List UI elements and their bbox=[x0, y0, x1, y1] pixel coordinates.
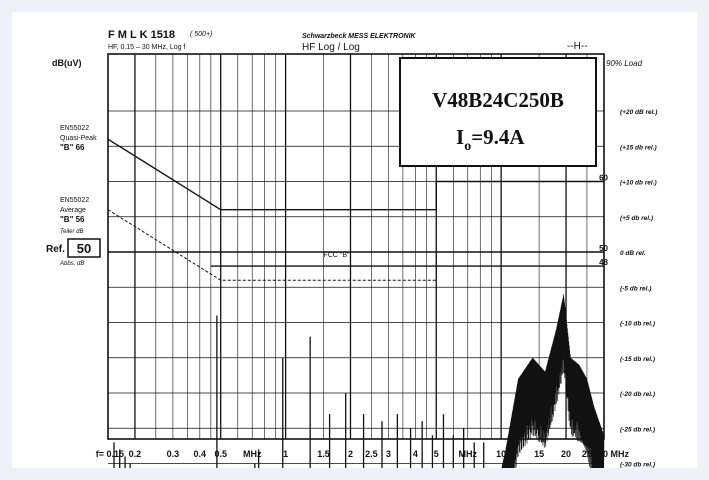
right-rel-label: (+20 dB rel.) bbox=[620, 109, 657, 116]
plot-frame bbox=[107, 53, 605, 440]
ref-top-note: Teiler dB bbox=[60, 229, 83, 235]
current-subscript: o bbox=[464, 139, 471, 154]
range-label: HF, 0.15 – 30 MHz, Log f bbox=[108, 44, 185, 51]
limit-label-1-line: Quasi-Peak bbox=[60, 135, 97, 142]
fcc-label: FCC "B" bbox=[324, 252, 350, 259]
emi-chart: F M L K 1518 ( 500+) HF, 0.15 – 30 MHz, … bbox=[46, 29, 657, 480]
right-axis-labels: (+20 dB rel.) (+15 db rel.) (+10 db rel.) (… bbox=[599, 109, 657, 469]
right-rel-label: (+10 db rel.) bbox=[620, 180, 657, 187]
mode-label: HF Log / Log bbox=[302, 42, 360, 53]
right-rel-label: 0 dB rel. bbox=[620, 250, 646, 257]
x-tick-label: 0.4 bbox=[194, 449, 207, 459]
limit-label-2-line: "B" 56 bbox=[60, 215, 85, 224]
right-rel-label: (-5 db rel.) bbox=[620, 285, 651, 292]
company-label: Schwarzbeck MESS ELEKTRONIK bbox=[302, 33, 417, 40]
limit-label-2-line: EN55022 bbox=[60, 197, 89, 204]
current-value: =9.4A bbox=[471, 125, 525, 149]
right-rel-label: (-20 db rel.) bbox=[620, 391, 655, 398]
x-tick-label: MHz bbox=[459, 449, 478, 459]
y-axis-label: dB(uV) bbox=[52, 58, 82, 68]
x-tick-label: 15 bbox=[534, 449, 544, 459]
right-rel-label: (-30 db rel.) bbox=[620, 462, 655, 469]
x-tick-label: MHz bbox=[243, 449, 262, 459]
x-tick-label: 25 bbox=[582, 449, 592, 459]
x-tick-label: 4 bbox=[413, 449, 418, 459]
scribble-note: 90% Load bbox=[606, 59, 643, 68]
limit-label-1-line: "B" 66 bbox=[60, 143, 85, 152]
x-tick-label: 20 bbox=[561, 449, 571, 459]
current-symbol: I bbox=[456, 125, 464, 149]
x-tick-label: 1.5 bbox=[317, 449, 330, 459]
ref-label: Ref. bbox=[46, 244, 65, 255]
emission-trace bbox=[113, 294, 605, 480]
ref-bottom-note: Abbs. dB bbox=[59, 261, 84, 267]
hf-emission-band bbox=[498, 294, 605, 480]
ref-value: 50 bbox=[77, 241, 91, 256]
model-note: ( 500+) bbox=[190, 31, 212, 38]
right-rel-label: (+15 db rel.) bbox=[620, 144, 657, 151]
x-tick-label: 2 bbox=[348, 449, 353, 459]
x-tick-label: 0.3 bbox=[167, 449, 180, 459]
x-tick-label: 0.2 bbox=[129, 449, 142, 459]
title-box bbox=[399, 57, 597, 167]
right-rel-label: (+5 db rel.) bbox=[620, 215, 653, 222]
x-tick-label: 2.5 bbox=[365, 449, 378, 459]
x-tick-label: 30 MHz bbox=[598, 449, 630, 459]
model-label: F M L K 1518 bbox=[108, 29, 175, 41]
limit-label-2-line: Average bbox=[60, 207, 86, 214]
corner-mark: --H-- bbox=[567, 41, 588, 52]
x-tick-label: 10 bbox=[496, 449, 506, 459]
limit-label-1-line: EN55022 bbox=[60, 125, 89, 132]
x-tick-label: 5 bbox=[434, 449, 439, 459]
x-tick-label: 3 bbox=[386, 449, 391, 459]
right-rel-label: (-15 db rel.) bbox=[620, 356, 655, 363]
x-tick-label: 1 bbox=[283, 449, 288, 459]
x-tick-label: 0.5 bbox=[214, 449, 227, 459]
limit-line-1 bbox=[107, 138, 604, 211]
x-tick-labels: f= 0.15 0.2 0.3 0.4 0.5 MHz 1 1.5 2 2.5 3 4 5 MHz 10 15… bbox=[96, 449, 630, 459]
chart-card: F M L K 1518 ( 500+) HF, 0.15 – 30 MHz, … bbox=[12, 12, 697, 480]
limit-line-2 bbox=[107, 209, 604, 281]
limit-labels: EN55022 Quasi-Peak"B" 66 EN55022 Average"B"… bbox=[60, 125, 97, 224]
current-label: Io=9.4A bbox=[456, 125, 525, 154]
ref-box bbox=[67, 238, 101, 258]
right-rel-label: (-25 db rel.) bbox=[620, 426, 655, 433]
chart-title: V48B24C250B bbox=[432, 88, 564, 112]
x-tick-label: f= 0.15 bbox=[96, 449, 124, 459]
limit-lines: FCC "B" bbox=[107, 138, 604, 281]
right-rel-label: (-10 db rel.) bbox=[620, 321, 655, 328]
